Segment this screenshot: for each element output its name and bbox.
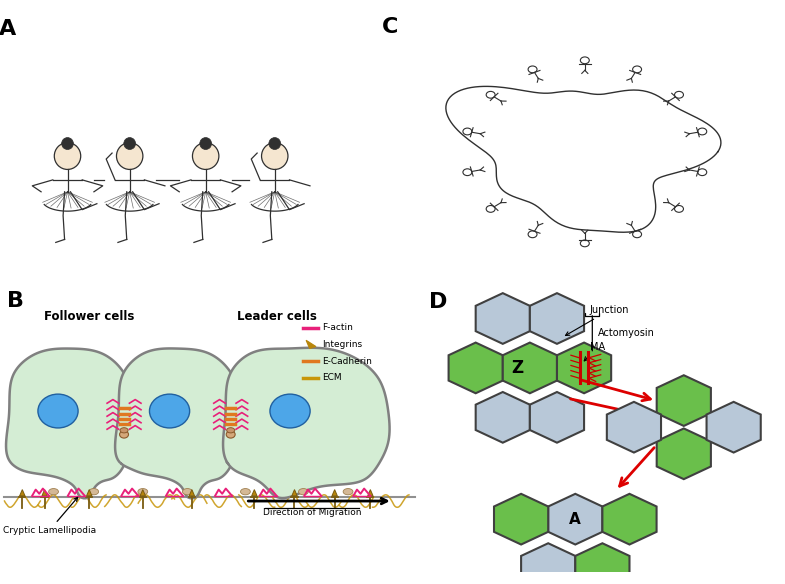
Text: Follower cells: Follower cells <box>44 310 134 323</box>
Text: D: D <box>429 292 447 312</box>
Ellipse shape <box>89 489 99 495</box>
Ellipse shape <box>138 489 148 495</box>
Polygon shape <box>292 489 298 496</box>
Text: Cryptic Lamellipodia: Cryptic Lamellipodia <box>2 498 96 536</box>
Text: MA: MA <box>584 342 605 361</box>
Polygon shape <box>140 489 145 496</box>
Circle shape <box>124 138 136 150</box>
Text: B: B <box>7 291 24 311</box>
Circle shape <box>192 142 219 169</box>
Ellipse shape <box>182 489 192 495</box>
Polygon shape <box>521 543 575 584</box>
Polygon shape <box>332 489 338 496</box>
Text: E-Cadherin: E-Cadherin <box>322 357 372 366</box>
Text: ECM: ECM <box>322 373 341 383</box>
Polygon shape <box>86 489 92 496</box>
Polygon shape <box>20 489 25 496</box>
Ellipse shape <box>119 431 129 438</box>
Ellipse shape <box>343 489 353 495</box>
Ellipse shape <box>298 489 309 495</box>
Polygon shape <box>476 293 530 344</box>
Polygon shape <box>530 293 584 344</box>
Polygon shape <box>6 349 134 498</box>
Polygon shape <box>494 494 548 544</box>
Ellipse shape <box>227 427 235 433</box>
Polygon shape <box>502 343 557 393</box>
Polygon shape <box>657 429 711 479</box>
Polygon shape <box>657 376 711 426</box>
Ellipse shape <box>120 427 128 433</box>
Text: A: A <box>0 19 16 39</box>
Ellipse shape <box>240 489 250 495</box>
Ellipse shape <box>226 431 236 438</box>
Circle shape <box>200 138 211 150</box>
Polygon shape <box>706 402 761 453</box>
Ellipse shape <box>149 394 190 428</box>
Polygon shape <box>115 349 241 498</box>
Ellipse shape <box>270 394 310 428</box>
Polygon shape <box>607 402 661 453</box>
Text: Z: Z <box>511 359 524 377</box>
Circle shape <box>269 138 280 150</box>
Ellipse shape <box>38 394 78 428</box>
Polygon shape <box>252 489 257 496</box>
Ellipse shape <box>49 489 58 495</box>
Polygon shape <box>602 494 656 544</box>
Circle shape <box>54 142 81 169</box>
Polygon shape <box>530 392 584 443</box>
Polygon shape <box>189 489 195 496</box>
Circle shape <box>116 142 143 169</box>
Text: Leader cells: Leader cells <box>237 310 316 323</box>
Circle shape <box>261 142 288 169</box>
Polygon shape <box>476 392 530 443</box>
Text: Integrins: Integrins <box>322 340 363 349</box>
Text: C: C <box>382 18 398 37</box>
Polygon shape <box>306 340 316 349</box>
Text: Direction of Migration: Direction of Migration <box>263 508 362 517</box>
Polygon shape <box>223 348 389 498</box>
Circle shape <box>62 138 73 150</box>
Text: Junction: Junction <box>565 305 630 335</box>
Polygon shape <box>557 343 612 393</box>
Polygon shape <box>448 343 502 393</box>
Text: Actomyosin: Actomyosin <box>598 328 655 338</box>
Polygon shape <box>575 543 630 584</box>
Polygon shape <box>42 489 47 496</box>
Text: A: A <box>569 512 581 527</box>
Polygon shape <box>367 489 373 496</box>
Text: F-actin: F-actin <box>322 324 353 332</box>
Polygon shape <box>548 494 602 544</box>
